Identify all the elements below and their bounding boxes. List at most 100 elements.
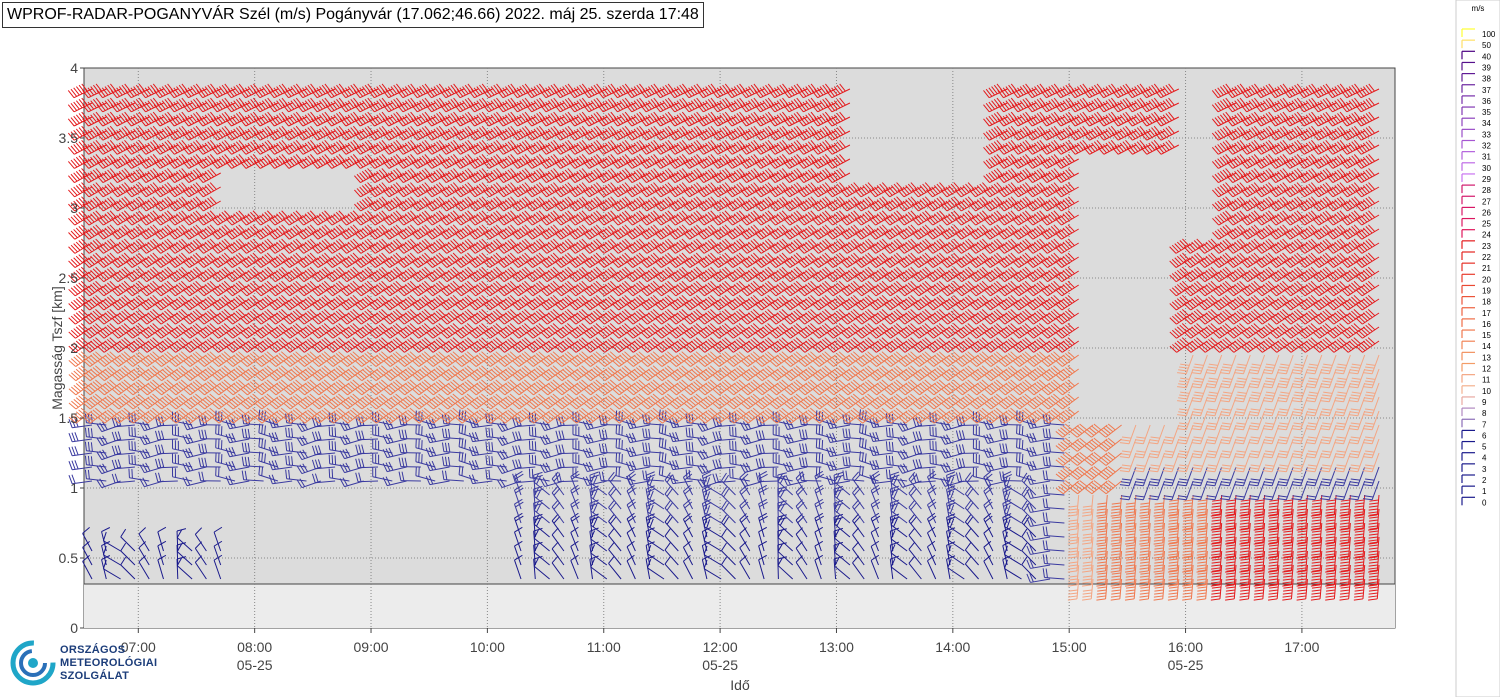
wind-barb-flag xyxy=(138,527,147,535)
wind-barb-flag xyxy=(109,238,117,246)
wind-barb-flag xyxy=(67,90,75,98)
wind-barb-flag xyxy=(68,274,76,283)
wind-barb-flag xyxy=(147,86,154,95)
wind-barbs xyxy=(67,83,1380,601)
wind-barb xyxy=(102,88,121,99)
wind-barb-flag xyxy=(87,243,95,251)
wind-barb-flag xyxy=(96,423,103,432)
wind-barb-flag xyxy=(154,472,159,482)
wind-barb-flag xyxy=(147,298,155,306)
wind-barb-flag xyxy=(138,238,146,246)
wind-barb-flag xyxy=(84,202,92,210)
wind-barb-flag xyxy=(106,338,115,346)
wind-barb-flag xyxy=(111,417,116,427)
wind-barb-flag xyxy=(95,111,103,120)
wind-barb-flag xyxy=(90,185,98,193)
wind-barb-flag xyxy=(133,171,140,179)
wind-barb-flag xyxy=(90,114,97,123)
wind-barb-flag xyxy=(135,381,144,389)
wind-barb-flag xyxy=(139,232,147,240)
wind-barb-flag xyxy=(75,411,84,419)
wind-barb-flag xyxy=(125,203,133,212)
wind-barb-flag xyxy=(95,337,103,345)
wind-barb-flag xyxy=(133,312,141,320)
wind-barb-flag xyxy=(78,155,86,164)
wind-barb-flag xyxy=(71,400,79,408)
wind-barb-flag xyxy=(137,407,146,415)
wind-barb xyxy=(114,424,135,428)
wind-barb-flag xyxy=(96,175,104,183)
wind-barb-flag xyxy=(111,303,119,311)
wind-barb-flag xyxy=(127,287,136,295)
wind-barb-flag xyxy=(106,353,115,360)
wind-barb-flag xyxy=(133,227,141,235)
wind-barb-flag xyxy=(121,183,129,192)
wind-barb-flag xyxy=(110,189,118,198)
wind-barb-flag xyxy=(99,173,107,182)
wind-barb-flag xyxy=(147,340,155,348)
wind-barb-flag xyxy=(92,254,100,262)
wind-barb-flag xyxy=(150,169,157,178)
wind-barb-flag xyxy=(144,87,152,96)
wind-barb-flag xyxy=(127,103,135,111)
wind-barb-flag xyxy=(96,189,104,198)
wind-barb-flag xyxy=(97,388,105,396)
wind-barb-flag xyxy=(328,468,331,478)
wind-barb-flag xyxy=(125,189,133,198)
wind-barb-flag xyxy=(73,87,80,96)
wind-barb-flag xyxy=(99,436,105,445)
wind-barb-flag xyxy=(78,310,86,318)
wind-barb-flag xyxy=(116,144,123,152)
wind-barb-flag xyxy=(75,340,84,348)
wind-barb-flag xyxy=(150,155,157,164)
wind-barb-flag xyxy=(75,86,83,95)
wind-barb-flag xyxy=(109,294,117,303)
wind-barb-flag xyxy=(138,309,146,317)
wind-barb-flag xyxy=(144,370,153,378)
wind-barb-flag xyxy=(139,422,145,431)
wind-barb-flag xyxy=(142,103,149,111)
wind-barb-flag xyxy=(110,175,118,183)
wind-barb-flag xyxy=(81,111,88,120)
wind-barb-flag xyxy=(116,130,123,138)
wind-barb-flag xyxy=(142,173,149,182)
wind-barb-flag xyxy=(75,284,84,292)
wind-barb-flag xyxy=(124,125,131,134)
wind-barb-flag xyxy=(87,469,90,480)
wind-barb-flag xyxy=(139,317,148,325)
wind-barb-flag xyxy=(85,414,94,422)
wind-barb-flag xyxy=(107,113,114,121)
wind-barb-flag xyxy=(118,100,126,109)
wind-barb xyxy=(145,116,164,127)
wind-barb-flag xyxy=(87,186,95,195)
wind-barb-flag xyxy=(84,188,92,196)
wind-barb-flag xyxy=(109,111,117,120)
wind-barb-flag xyxy=(73,243,81,251)
wind-barb-flag xyxy=(111,331,119,339)
wind-barb-flag xyxy=(144,271,153,279)
wind-barb-flag xyxy=(144,101,152,110)
wind-barb-flag xyxy=(95,196,103,204)
wind-barb-flag xyxy=(106,310,115,318)
wind-barb-flag xyxy=(116,257,124,265)
wind-barb-flag xyxy=(96,104,104,113)
wind-barb-flag xyxy=(139,175,147,183)
wind-barb xyxy=(138,561,150,580)
wind-barb-flag xyxy=(133,411,141,419)
wind-barb-flag xyxy=(106,409,115,417)
wind-barb-flag xyxy=(114,473,119,483)
wind-barb-flag xyxy=(90,269,98,278)
wind-barb-flag xyxy=(102,545,107,555)
wind-barb xyxy=(131,130,150,141)
wind-barb-flag xyxy=(87,158,95,166)
wind-barb-flag xyxy=(114,431,119,441)
wind-barb-flag xyxy=(147,199,155,207)
wind-barb xyxy=(88,102,107,113)
wind-barb-flag xyxy=(104,298,112,306)
wind-barb-flag xyxy=(84,216,92,224)
wind-barb-flag xyxy=(113,372,122,380)
wind-barb-flag xyxy=(82,303,90,311)
wind-barb-flag xyxy=(78,211,86,220)
wind-barb-flag xyxy=(68,359,77,367)
wind-barb xyxy=(120,564,136,580)
